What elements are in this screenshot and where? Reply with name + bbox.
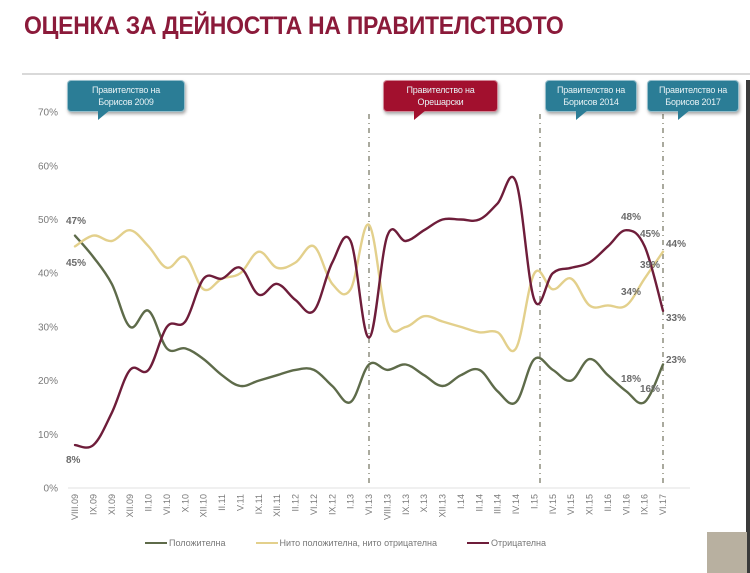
y-tick-label: 30% xyxy=(38,322,58,333)
y-tick-label: 10% xyxy=(38,430,58,441)
x-tick-label: II.10 xyxy=(144,494,154,512)
x-tick-label: V.11 xyxy=(235,494,245,511)
data-label: 23% xyxy=(666,355,686,366)
legend-label: Отрицателна xyxy=(490,538,547,548)
data-label: 47% xyxy=(66,216,86,227)
legend-swatch-positive xyxy=(145,542,167,544)
x-tick-label: II.14 xyxy=(474,494,484,512)
callout-line2: Борисов 2017 xyxy=(665,97,721,107)
corner-panel xyxy=(707,532,747,573)
x-tick-label: VI.15 xyxy=(566,494,576,515)
page-title: ОЦЕНКА ЗА ДЕЙНОСТТА НА ПРАВИТЕЛСТВОТО xyxy=(24,12,564,40)
series-line-negative xyxy=(73,175,665,449)
legend-item-positive: Положителна xyxy=(145,538,226,548)
x-tick-label: IV.15 xyxy=(548,494,558,514)
x-tick-label: VIII.13 xyxy=(382,494,392,520)
data-label: 45% xyxy=(640,229,660,240)
x-tick-label: III.14 xyxy=(493,494,503,514)
x-tick-label: VI.12 xyxy=(309,494,319,515)
x-tick-label: II.12 xyxy=(291,494,301,512)
x-tick-label: IX.12 xyxy=(327,494,337,515)
window-edge-bar xyxy=(746,80,750,573)
callout-borisov-2009: Правителство на Борисов 2009 xyxy=(67,80,185,120)
y-tick-label: 20% xyxy=(38,376,58,387)
x-tick-label: X.10 xyxy=(180,494,190,513)
y-tick-label: 60% xyxy=(38,161,58,172)
x-tick-label: VIII.09 xyxy=(70,494,80,520)
callout-line2: Орешарски xyxy=(417,97,464,107)
title-divider xyxy=(22,73,750,75)
x-tick-label: XI.15 xyxy=(585,494,595,515)
x-tick-label: II.16 xyxy=(603,494,613,512)
legend-swatch-neutral xyxy=(255,542,278,544)
callout-borisov-2014: Правителство на Борисов 2014 xyxy=(545,80,637,120)
x-tick-label: XI.09 xyxy=(107,494,117,515)
data-label: 18% xyxy=(621,374,641,385)
legend-swatch-negative xyxy=(466,542,489,544)
legend-label: Нито положителна, нито отрицателна xyxy=(279,538,437,548)
callout-oresharski: Правителство на Орешарски xyxy=(383,80,498,120)
chart-legend: Положителна Нито положителна, нито отриц… xyxy=(145,538,546,548)
y-tick-label: 70% xyxy=(38,108,58,119)
x-tick-label: XII.11 xyxy=(272,494,282,517)
y-tick-label: 50% xyxy=(38,215,58,226)
data-label: 34% xyxy=(621,287,641,298)
x-tick-label: X.13 xyxy=(419,494,429,513)
data-label: 48% xyxy=(621,212,641,223)
data-label: 16% xyxy=(640,384,660,395)
x-tick-label: VI.10 xyxy=(162,494,172,515)
y-tick-label: 40% xyxy=(38,269,58,280)
x-tick-label: IX.16 xyxy=(640,494,650,515)
data-labels: 47% 45% 8% 48% 45% 44% 39% 34% 33% 23% 18%16% xyxy=(66,212,686,466)
chart-series xyxy=(73,175,665,449)
callout-line1: Правителство на xyxy=(91,85,161,95)
x-tick-label: IX.09 xyxy=(88,494,98,515)
data-label: 33% xyxy=(666,313,686,324)
data-label: 45% xyxy=(66,258,86,269)
legend-item-neutral: Нито положителна, нито отрицателна xyxy=(255,538,437,548)
x-tick-label: VI.17 xyxy=(658,494,668,515)
callout-line1: Правителство на xyxy=(556,85,626,95)
callout-borisov-2017: Правителство на Борисов 2017 xyxy=(647,80,739,120)
x-tick-label: VI.16 xyxy=(621,494,631,515)
callout-line2: Борисов 2014 xyxy=(563,97,619,107)
x-tick-label: IX.13 xyxy=(401,494,411,515)
x-tick-label: I.13 xyxy=(346,494,356,509)
callout-line1: Правителство на xyxy=(406,85,475,95)
y-axis: 0% 10% 20% 30% 40% 50% 60% 70% xyxy=(38,108,58,495)
x-tick-label: VI.13 xyxy=(364,494,374,515)
x-tick-label: IV.14 xyxy=(511,494,521,514)
x-tick-label: II.11 xyxy=(217,494,227,511)
x-tick-label: IX.11 xyxy=(254,494,264,514)
series-line-positive xyxy=(73,234,665,405)
x-tick-label: XII.10 xyxy=(199,494,209,518)
x-tick-label: XII.09 xyxy=(125,494,135,518)
data-label: 39% xyxy=(640,260,660,271)
data-label: 44% xyxy=(666,239,686,250)
government-markers xyxy=(368,114,664,487)
data-label: 8% xyxy=(66,455,81,466)
x-tick-label: XII.13 xyxy=(438,494,448,518)
x-tick-label: I.14 xyxy=(456,494,466,509)
y-tick-label: 0% xyxy=(44,484,59,495)
series-line-neutral xyxy=(73,223,665,353)
legend-label: Положителна xyxy=(169,538,226,548)
callout-line2: Борисов 2009 xyxy=(98,97,154,107)
x-axis: VIII.09 IX.09 XI.09 XII.09 II.10 VI.10 X.10 XII… xyxy=(70,494,668,520)
x-tick-label: I.15 xyxy=(529,494,539,509)
legend-item-negative: Отрицателна xyxy=(466,538,547,548)
callout-line1: Правителство на xyxy=(658,85,728,95)
